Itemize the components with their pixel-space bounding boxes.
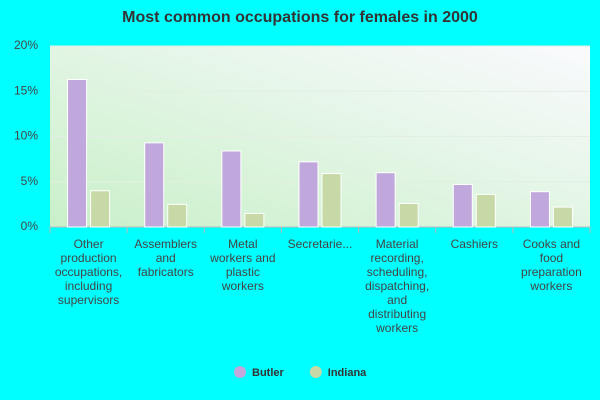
bar xyxy=(144,142,165,228)
y-tick-label: 0% xyxy=(21,219,39,233)
bar xyxy=(244,212,265,228)
bar xyxy=(452,183,473,228)
chart-title: Most common occupations for females in 2… xyxy=(122,9,478,26)
x-tick-label: Cashiers xyxy=(450,237,498,251)
x-tick-label: Metal workers and plastic workers xyxy=(210,237,276,293)
x-tick-label: Assemblers and fabricators xyxy=(134,237,198,279)
y-tick-label: 15% xyxy=(14,83,38,97)
legend-label: Indiana xyxy=(328,367,367,379)
x-tick-label: Other production occupations, including … xyxy=(54,237,123,307)
legend-swatch xyxy=(309,366,322,378)
bar xyxy=(298,161,319,228)
bar xyxy=(67,78,88,228)
legend-swatch xyxy=(234,366,246,378)
bar xyxy=(475,193,496,228)
y-tick-label: 10% xyxy=(14,129,38,143)
y-tick-label: 20% xyxy=(14,38,38,52)
bar xyxy=(375,172,396,228)
y-tick-label: 5% xyxy=(21,174,39,188)
bar xyxy=(529,191,550,228)
x-tick-label: Cooks and food preparation workers xyxy=(521,237,582,293)
legend-label: Butler xyxy=(252,367,285,379)
bar xyxy=(552,206,573,228)
x-tick-label: Secretarie... xyxy=(287,237,353,251)
bar xyxy=(221,150,242,228)
bar xyxy=(90,190,111,228)
x-tick-label: Material recording, scheduling, dispatch… xyxy=(365,237,430,335)
bar xyxy=(398,202,419,228)
bar xyxy=(167,203,188,228)
bar xyxy=(321,173,342,228)
